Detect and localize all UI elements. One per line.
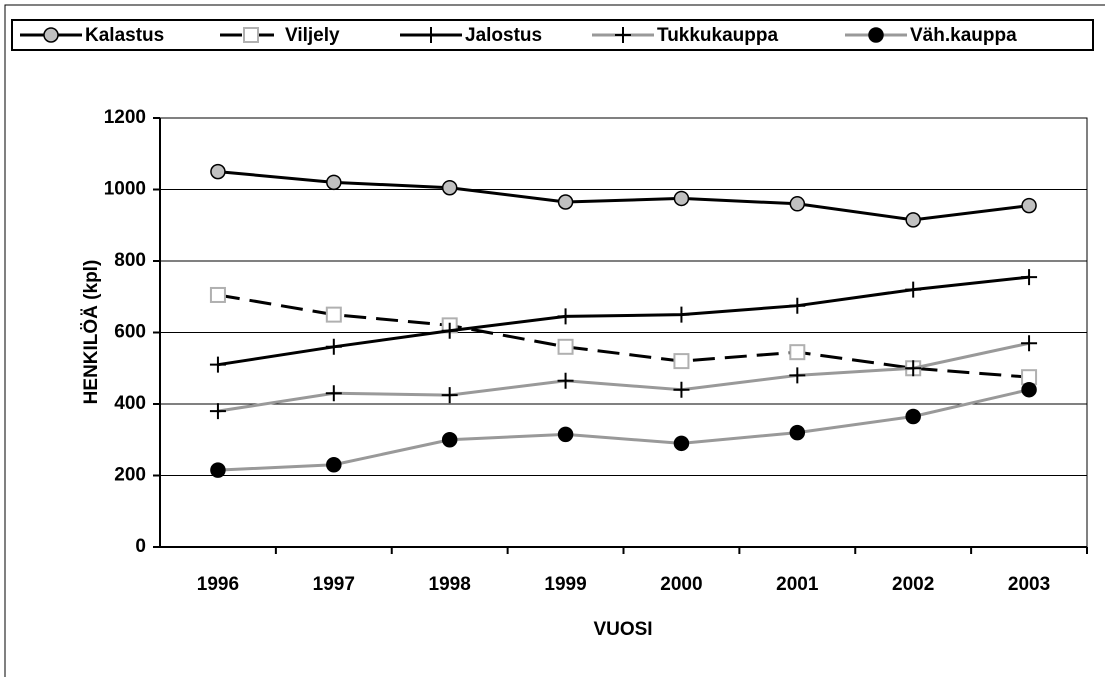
data-point [209, 286, 226, 303]
y-tick-label: 1000 [104, 179, 146, 200]
legend-marker [243, 27, 259, 43]
y-tick-label: 200 [114, 465, 146, 486]
data-point [210, 462, 226, 478]
series-line [217, 388, 1030, 472]
data-point [441, 179, 458, 196]
legend-marker [43, 27, 59, 43]
data-point [789, 367, 806, 384]
data-point [789, 344, 806, 361]
y-tick-label: 800 [114, 250, 146, 271]
data-point [1021, 197, 1037, 214]
x-tick-label: 2000 [660, 574, 702, 595]
legend-marker [868, 27, 884, 43]
data-point [557, 338, 574, 355]
data-point [557, 372, 574, 389]
data-point [441, 432, 458, 448]
data-point [325, 306, 342, 323]
data-point [441, 322, 458, 339]
y-tick-label: 400 [114, 393, 146, 414]
data-point [1021, 269, 1038, 286]
x-tick-label: 1996 [197, 574, 239, 595]
data-point [557, 194, 574, 210]
data-point [905, 408, 921, 425]
data-point [326, 174, 342, 191]
y-tick-label: 600 [114, 322, 146, 343]
data-point [210, 163, 226, 180]
x-tick-label: 1997 [313, 574, 355, 595]
x-tick-label: 1998 [429, 574, 471, 595]
data-point [789, 297, 806, 314]
data-point [905, 281, 922, 298]
legend-label: Jalostus [465, 25, 542, 46]
data-point [905, 212, 921, 228]
data-point [326, 457, 342, 473]
data-point [557, 308, 574, 325]
data-point [557, 426, 574, 443]
data-point [1021, 335, 1038, 352]
data-point [789, 196, 806, 212]
x-tick-label: 2003 [1008, 574, 1050, 595]
data-point [673, 381, 690, 398]
series-line [217, 275, 1030, 367]
x-tick-label: 2002 [892, 574, 934, 595]
data-point [673, 353, 690, 370]
data-point [209, 356, 226, 373]
legend-label: Viljely [285, 25, 340, 46]
x-tick-label: 1999 [544, 574, 586, 595]
legend-label: Kalastus [85, 25, 164, 46]
legend-box [11, 19, 1094, 51]
x-tick-label: 2001 [776, 574, 819, 595]
data-point [673, 306, 690, 323]
x-axis-title: VUOSI [593, 619, 652, 640]
series-line [217, 293, 1030, 379]
data-point [325, 385, 342, 402]
data-point [1021, 381, 1037, 398]
data-point [325, 338, 342, 355]
data-point [673, 435, 690, 452]
legend-marker [423, 27, 439, 43]
y-tick-label: 1200 [104, 107, 146, 128]
data-point [673, 190, 690, 207]
legend-label: Väh.kauppa [910, 25, 1017, 46]
data-point [789, 424, 806, 441]
y-tick-label: 0 [135, 536, 146, 557]
series-line [217, 341, 1030, 413]
legend-marker [615, 27, 631, 43]
legend-label: Tukkukauppa [657, 25, 778, 46]
series-line [217, 170, 1030, 222]
frame [4, 4, 1105, 677]
y-axis-title: HENKILÖÄ (kpl) [81, 260, 102, 405]
data-point [441, 387, 458, 404]
data-point [905, 360, 922, 377]
data-point [209, 403, 226, 420]
